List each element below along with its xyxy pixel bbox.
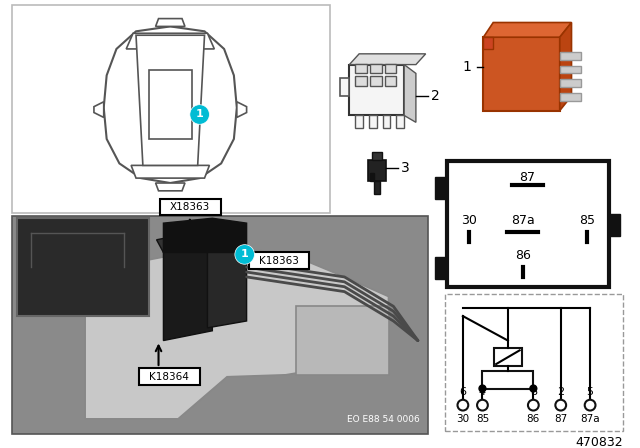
Bar [560,52,581,60]
Polygon shape [483,22,572,37]
Bar [340,78,349,96]
Text: 3: 3 [401,161,410,175]
Text: 85: 85 [476,414,489,424]
Text: 2: 2 [431,89,439,103]
Circle shape [479,385,486,392]
Bar [609,214,620,236]
Text: 86: 86 [515,249,531,262]
Bar [355,116,363,128]
Polygon shape [136,35,205,165]
Bar [349,65,404,116]
Bar [560,93,581,101]
Polygon shape [237,102,246,117]
Bar [483,37,493,49]
Circle shape [585,400,595,410]
Polygon shape [148,70,192,139]
Bar [435,258,447,279]
Text: 1: 1 [196,109,204,120]
Bar [435,177,447,198]
Bar [139,368,200,384]
Polygon shape [156,183,185,191]
Circle shape [190,105,209,124]
Bar [161,198,221,215]
Polygon shape [296,306,388,375]
Bar [445,293,623,431]
Bar [385,76,396,86]
Polygon shape [104,26,237,183]
Text: 6: 6 [460,388,467,397]
Text: 1: 1 [241,250,248,259]
Bar [17,218,148,316]
Polygon shape [94,102,104,117]
Circle shape [458,400,468,410]
Text: 470832: 470832 [576,436,623,448]
Text: EO E88 54 0006: EO E88 54 0006 [347,415,420,424]
Text: K18364: K18364 [149,372,189,382]
Circle shape [530,385,537,392]
Bar [374,181,380,194]
Bar [370,76,381,86]
Polygon shape [207,248,246,328]
Text: 85: 85 [579,214,595,227]
Bar [12,216,428,434]
Text: K18363: K18363 [259,256,299,266]
Circle shape [556,400,566,410]
Text: 30: 30 [461,214,477,227]
Bar [355,64,367,73]
Bar [396,116,404,128]
Bar [483,371,533,388]
Polygon shape [349,54,426,65]
Text: 87: 87 [520,171,536,184]
Text: X18363: X18363 [170,202,210,212]
Polygon shape [560,22,572,111]
Bar [560,79,581,87]
Bar [248,253,309,269]
Bar [494,349,522,366]
Text: 8: 8 [530,388,537,397]
Bar [447,161,609,287]
Polygon shape [163,218,246,253]
Bar [483,37,560,111]
Text: 87: 87 [554,414,568,424]
Circle shape [235,245,255,264]
Text: 1: 1 [463,60,472,73]
Bar [370,64,381,73]
Bar [385,64,396,73]
Text: 2: 2 [557,388,564,397]
Text: 30: 30 [456,414,470,424]
Bar [368,159,385,181]
Text: 87a: 87a [580,414,600,424]
Bar [560,65,581,73]
Bar [370,173,374,181]
Polygon shape [126,33,214,49]
Bar [383,116,390,128]
Bar [12,5,330,213]
Text: 87a: 87a [511,214,534,227]
Polygon shape [404,65,416,122]
Circle shape [477,400,488,410]
Circle shape [528,400,539,410]
Polygon shape [131,165,209,178]
Bar [372,152,381,159]
Text: 5: 5 [587,388,593,397]
Text: 86: 86 [527,414,540,424]
Bar [355,76,367,86]
Polygon shape [156,19,185,26]
Polygon shape [163,243,212,340]
Polygon shape [157,230,212,253]
Text: 4: 4 [479,388,486,397]
Bar [369,116,377,128]
Polygon shape [85,248,388,419]
